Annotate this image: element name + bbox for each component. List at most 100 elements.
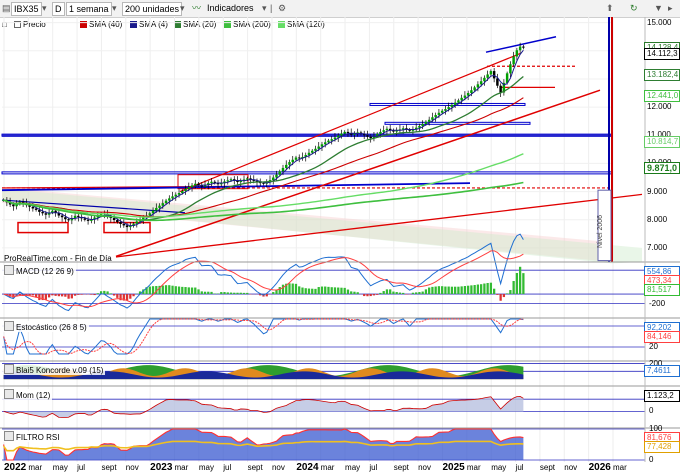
- rsi-title: FILTRO RSI: [16, 433, 60, 442]
- macd-histogram-bar: [70, 294, 73, 299]
- panel-tick-label: 0: [649, 455, 654, 464]
- symbol-field[interactable]: IBX35: [11, 2, 42, 16]
- panel-2: [2, 318, 645, 355]
- macd-toggle-icon[interactable]: [4, 265, 14, 275]
- candle-body: [151, 210, 155, 214]
- candle-body: [125, 225, 129, 228]
- macd-histogram-bar: [171, 285, 174, 295]
- expand-icon[interactable]: ▸: [668, 3, 673, 13]
- legend-sma20[interactable]: SMA (20): [174, 19, 216, 30]
- time-tick-label: may: [52, 463, 68, 472]
- price-tick-label: 8.000: [647, 214, 668, 224]
- candle-body: [473, 87, 476, 91]
- macd-histogram-bar: [236, 292, 239, 295]
- indicators-icon[interactable]: 〰: [192, 3, 202, 13]
- candle-body: [8, 202, 12, 205]
- macd-histogram-bar: [392, 291, 395, 295]
- macd-histogram-bar: [200, 291, 203, 295]
- panel-tick-label: 100: [649, 424, 663, 433]
- momentum-panel-label: Mom (12): [2, 389, 53, 400]
- macd-histogram-bar: [444, 286, 447, 295]
- macd-histogram-bar: [298, 286, 301, 295]
- symbol-dropdown-icon[interactable]: ▾: [42, 3, 47, 13]
- macd-histogram-bar: [411, 292, 415, 295]
- macd-histogram-bar: [177, 286, 181, 295]
- candle-body: [291, 159, 294, 163]
- macd-histogram-bar: [512, 281, 515, 295]
- settings-icon[interactable]: ⚙: [278, 3, 287, 13]
- macd-histogram-bar: [421, 291, 424, 295]
- panel-4: [2, 395, 645, 418]
- macd-histogram-bar: [93, 294, 96, 296]
- macd-histogram-bar: [125, 294, 129, 301]
- legend-sma200[interactable]: SMA (200): [224, 19, 271, 30]
- candle-body: [427, 119, 431, 122]
- legend-sma40[interactable]: SMA (40): [80, 19, 122, 30]
- macd-histogram-bar: [67, 294, 70, 299]
- candle-body: [73, 215, 77, 219]
- candle-body: [479, 81, 483, 85]
- macd-histogram-bar: [346, 289, 350, 295]
- macd-histogram-bar: [28, 294, 31, 296]
- price-tick-label: 12.000: [647, 102, 672, 112]
- indicators-dropdown-icon[interactable]: ▾: [262, 3, 267, 13]
- price-tag: 10.814,7: [644, 135, 680, 148]
- macd-histogram-bar: [148, 286, 151, 295]
- candle-body: [421, 124, 424, 126]
- candle-body: [44, 213, 48, 215]
- koncorde-toggle-icon[interactable]: [4, 364, 14, 374]
- refresh-icon[interactable]: ↻: [630, 3, 638, 13]
- macd-histogram-bar: [311, 288, 314, 295]
- candle-body: [21, 201, 25, 204]
- macd-histogram-bar: [226, 292, 229, 295]
- macd-histogram-bar: [142, 289, 145, 295]
- macd-histogram-bar: [213, 293, 216, 295]
- legend-sma4[interactable]: SMA (4): [130, 19, 168, 30]
- pointer-icon[interactable]: ⬆: [606, 3, 614, 13]
- macd-histogram-bar: [441, 286, 444, 295]
- macd-panel-label: MACD (12 26 9): [2, 265, 76, 276]
- momentum-area: [3, 396, 524, 418]
- candle-body: [323, 142, 327, 145]
- macd-histogram-bar: [424, 289, 428, 295]
- momentum-toggle-icon[interactable]: [4, 389, 14, 399]
- candle-body: [414, 127, 418, 130]
- candle-body: [522, 46, 525, 48]
- rsi-toggle-icon[interactable]: [4, 431, 14, 441]
- candle-body: [220, 183, 223, 185]
- macd-histogram-bar: [307, 288, 311, 295]
- macd-histogram-bar: [502, 294, 506, 298]
- time-tick-label: sept: [393, 463, 409, 472]
- macd-histogram-bar: [476, 284, 480, 295]
- indicators-button[interactable]: Indicadores: [207, 3, 254, 13]
- macd-histogram-bar: [483, 283, 486, 295]
- price-tag: 13.182,4: [644, 68, 680, 81]
- time-tick-label: nov: [125, 463, 139, 472]
- macd-histogram-bar: [281, 284, 285, 295]
- macd-histogram-bar: [203, 291, 207, 295]
- options-icon[interactable]: ▼: [654, 3, 663, 13]
- stochastic-toggle-icon[interactable]: [4, 321, 14, 331]
- panel-value-tag: 81,517: [644, 284, 680, 296]
- units-select[interactable]: 200 unidades: [122, 2, 183, 16]
- macd-histogram-bar: [41, 294, 44, 301]
- legend-sma120[interactable]: SMA (120): [278, 19, 325, 30]
- candle-body: [349, 133, 353, 135]
- period-button[interactable]: D: [52, 2, 65, 16]
- macd-histogram-bar: [499, 294, 502, 301]
- menu-icon[interactable]: ▤: [2, 3, 11, 13]
- macd-histogram-bar: [515, 272, 519, 295]
- candle-body: [197, 183, 200, 186]
- units-dropdown-icon[interactable]: ▾: [180, 3, 185, 13]
- low-marker: [17, 221, 69, 234]
- macd-histogram-bar: [44, 294, 47, 300]
- price-toggle[interactable]: Precio: [14, 19, 46, 30]
- panel-tick-label: -200: [649, 298, 666, 308]
- time-tick-label: sept: [101, 463, 117, 472]
- timeframe-dropdown-icon[interactable]: ▾: [112, 3, 117, 13]
- candle-body: [181, 191, 184, 194]
- candle-body: [200, 185, 204, 187]
- timeframe-select[interactable]: 1 semana: [66, 2, 112, 16]
- candle-body: [509, 64, 512, 74]
